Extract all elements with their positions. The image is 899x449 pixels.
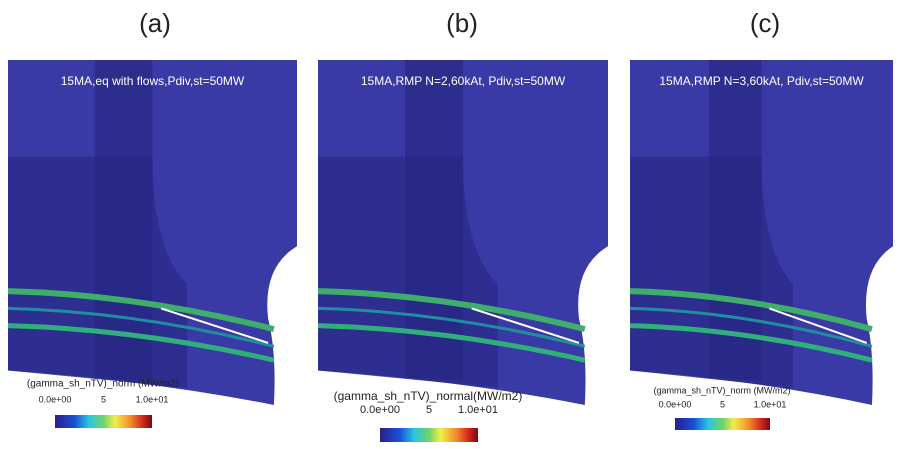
- colorbar-tick-label: 1.0e+01: [754, 399, 787, 409]
- panel-image: [317, 60, 608, 405]
- strike-line: [769, 307, 868, 344]
- colorbar-tick-label: 5: [101, 394, 106, 404]
- colorbar-tick-label: 1.0e+01: [458, 404, 498, 416]
- colorbar-title: (gamma_sh_nTV)_norm (MW/m2): [27, 379, 179, 390]
- colorbar-tick-label: 1.0e+01: [136, 394, 169, 404]
- colorbar: [55, 415, 152, 428]
- colorbar: [380, 428, 478, 442]
- panel-title: 15MA,RMP N=3,60kAt, Pdiv,st=50MW: [659, 74, 864, 88]
- heat-stripe: [317, 288, 586, 333]
- heat-stripe: [317, 323, 586, 363]
- heat-stripe: [629, 288, 873, 332]
- panel-title: 15MA,RMP N=2,60kAt, Pdiv,st=50MW: [361, 74, 566, 88]
- panel-label: (b): [446, 8, 478, 38]
- colorbar-tick-label: 0.0e+00: [659, 399, 692, 409]
- panel-title: 15MA,eq with flows,Pdiv,st=50MW: [61, 74, 245, 88]
- colorbar-tick-label: 5: [426, 404, 432, 416]
- heat-stripe: [629, 323, 873, 363]
- colorbar-tick-label: 0.0e+00: [360, 404, 400, 416]
- heat-stripe: [7, 323, 275, 363]
- colorbar-title: (gamma_sh_nTV)_norm (MW/m2): [653, 385, 790, 395]
- heat-stripe: [7, 306, 275, 348]
- colorbar-tick-label: 0.0e+00: [39, 394, 72, 404]
- panel-label: (a): [139, 8, 171, 38]
- strike-line: [471, 307, 580, 344]
- heat-stripe: [317, 306, 586, 348]
- strike-line: [160, 307, 269, 344]
- colorbar-title: (gamma_sh_nTV)_normal(MW/m2): [334, 389, 523, 403]
- panel-label: (c): [750, 8, 780, 38]
- heat-stripe: [629, 306, 873, 348]
- panel-image: [7, 60, 297, 405]
- heat-stripe: [7, 288, 275, 333]
- colorbar-tick-label: 5: [720, 399, 725, 409]
- colorbar: [675, 418, 770, 430]
- panel-image: [629, 60, 893, 405]
